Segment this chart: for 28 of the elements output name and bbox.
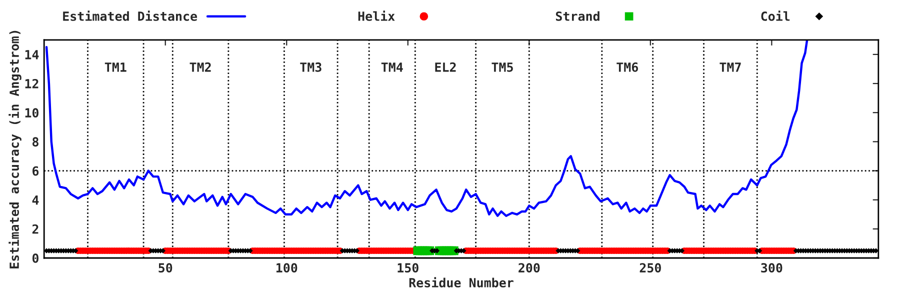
y-tick-label: 4 <box>32 195 39 205</box>
y-tick-label: 0 <box>32 253 38 263</box>
y-tick-label: 12 <box>25 78 38 88</box>
annotation: TM3 <box>300 62 322 72</box>
annotation: TM6 <box>616 62 638 72</box>
annotation: TM5 <box>492 62 513 72</box>
legend-label: Coil <box>761 10 790 21</box>
annotation: EL2 <box>435 62 456 72</box>
x-tick-label: 100 <box>276 263 298 273</box>
x-tick-label: 200 <box>518 263 540 273</box>
annotation: TM2 <box>190 62 211 72</box>
legend-label: Estimated Distance <box>63 10 198 21</box>
y-axis-title: Estimated accuracy (in Angstrom) <box>8 30 22 268</box>
y-tick-label: 8 <box>32 137 38 147</box>
x-tick-label: 50 <box>158 263 172 273</box>
x-tick-label: 300 <box>761 263 782 273</box>
x-axis-title: Residue Number <box>409 277 514 288</box>
annotation: TM4 <box>381 62 403 72</box>
x-tick-label: 250 <box>640 263 661 273</box>
legend-label: Helix <box>358 10 395 21</box>
y-tick-label: 2 <box>32 224 38 234</box>
x-tick-label: 150 <box>398 263 418 273</box>
y-tick-label: 14 <box>25 50 39 60</box>
annotation: TM1 <box>104 62 126 72</box>
y-tick-label: 6 <box>32 166 39 176</box>
legend-label: Strand <box>556 11 600 21</box>
annotation: TM7 <box>720 62 741 72</box>
y-tick-label: 10 <box>25 108 38 118</box>
